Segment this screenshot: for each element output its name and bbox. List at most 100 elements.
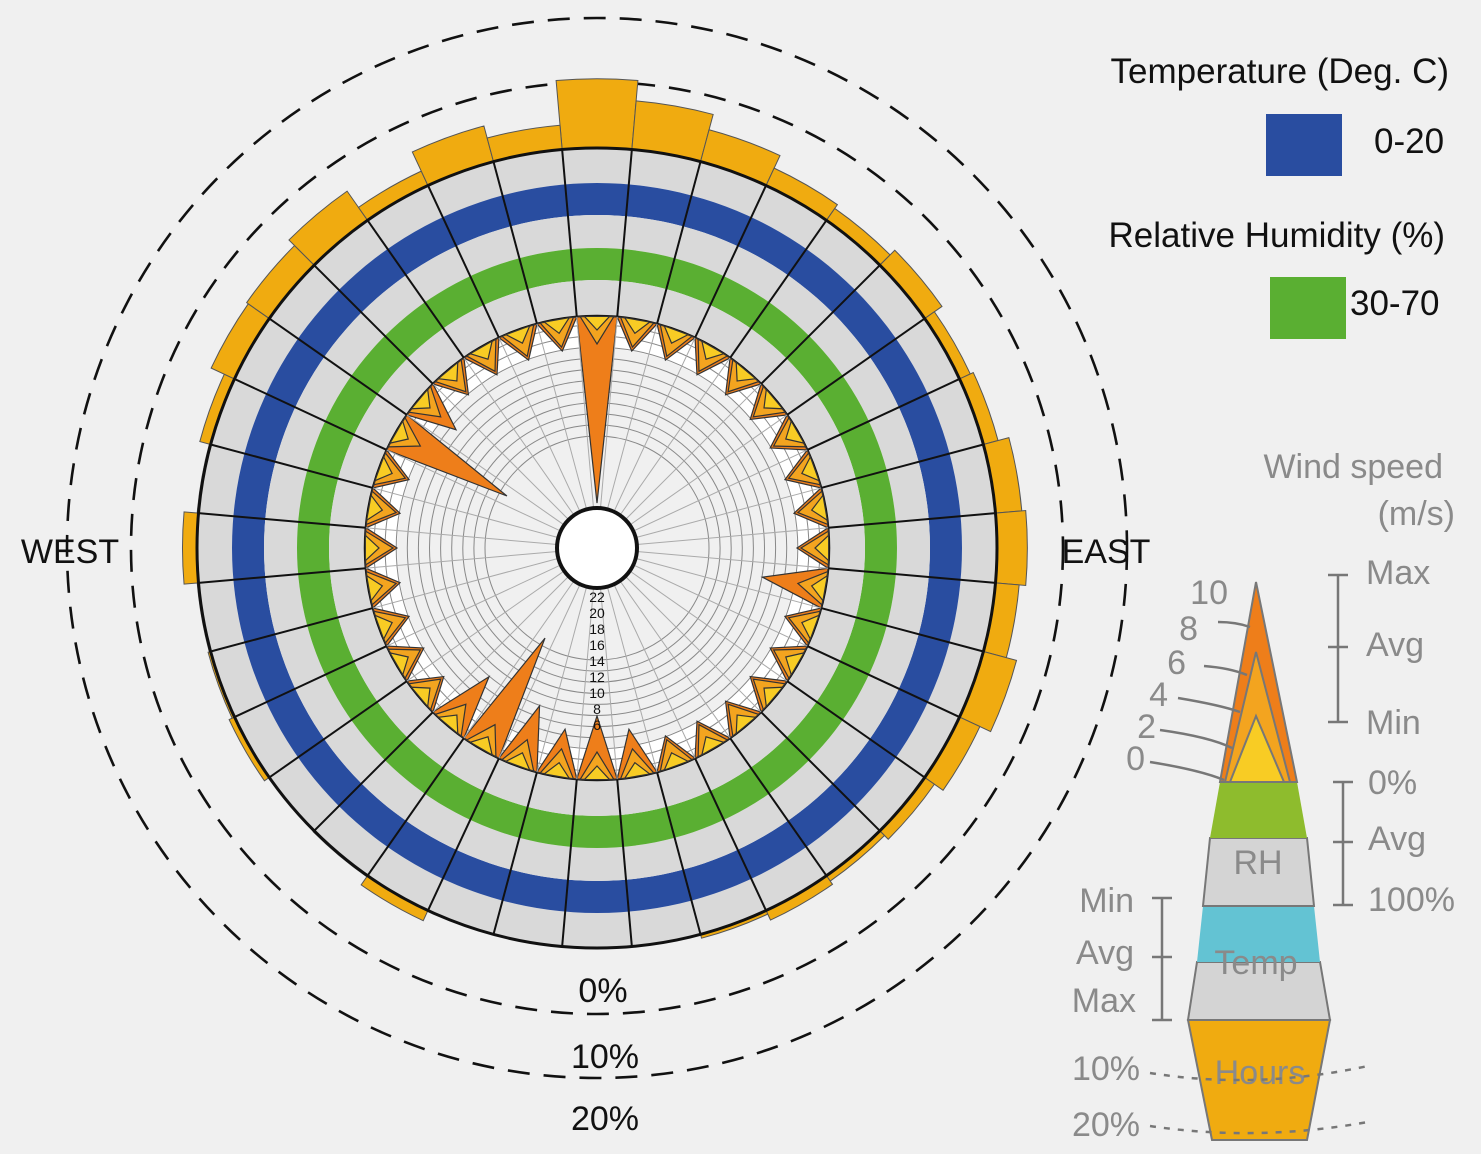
wind-min-15 [700,736,726,757]
wind-rose-key: Wind speed (m/s) 10 8 6 4 2 0 Max Avg Mi… [1072,448,1455,1144]
inner-divider-24 [406,570,565,682]
key-speed-10: 10 [1190,574,1228,612]
inner-divider-16 [613,584,696,759]
divider-15 [729,737,828,877]
divider-18 [616,779,633,947]
key-rh-100-label: 100% [1368,881,1455,919]
inner-divider-9 [636,527,829,546]
divider-32 [313,264,434,385]
divider-14 [760,711,881,832]
divider-5 [760,264,881,385]
divider-25 [234,645,388,718]
key-rh-avg-section [1210,782,1307,838]
wind-min-21 [468,736,494,757]
divider-1 [616,149,633,317]
speed-label-14: 14 [589,653,605,669]
wind-min-14 [735,714,758,735]
divider-26 [210,607,374,653]
inner-divider-5 [624,383,762,521]
inner-divider-21 [498,584,581,759]
wind-min-32 [436,361,459,382]
inner-divider-19 [576,587,595,780]
wind-min-16 [663,752,690,772]
divider-20 [492,771,538,935]
wind-min-4 [735,361,758,382]
wind-min-7 [801,455,821,482]
divider-27 [198,567,366,584]
pct-label-0: 0% [578,972,627,1010]
inner-divider-28 [365,527,558,546]
pct-label-20: 20% [571,1100,639,1138]
key-rh-avg-label: Avg [1368,820,1426,858]
inner-divider-1 [599,316,618,509]
temperature-legend-swatch [1266,114,1342,176]
humidity-legend-range: 30-70 [1350,284,1440,323]
key-speed-0: 0 [1126,740,1145,778]
wind-min-11 [801,614,821,641]
divider-2 [656,161,702,325]
inner-divider-4 [619,357,731,516]
speed-label-8: 8 [593,701,601,717]
wind-min-31 [410,387,431,410]
key-temp-section-label: Temp [1214,944,1297,982]
rose-centre [555,506,639,590]
wind-min-33 [468,339,494,360]
inner-divider-2 [606,323,658,510]
inner-divider-25 [386,564,561,647]
divider-16 [694,757,767,911]
key-rh-0-label: 0% [1368,764,1417,802]
divider-8 [820,443,984,489]
divider-9 [828,512,996,529]
divider-29 [210,443,374,489]
wind-min-13 [763,686,784,709]
wind-min-2 [663,324,690,344]
wind-min-25 [373,614,393,641]
inner-divider-13 [629,570,788,682]
dashed-ring-0 [129,80,1065,1016]
wind-min-35 [542,316,571,335]
key-speed-2: 2 [1137,708,1156,746]
divider-19 [561,779,578,947]
speed-label-16: 16 [589,637,605,653]
inner-divider-29 [372,487,559,539]
key-temp-max-label: Max [1072,982,1136,1020]
wind-min-29 [373,455,393,482]
centre-circle [555,506,639,590]
temperature-legend-range: 0-20 [1374,122,1445,161]
wind-min-27 [364,533,380,563]
divider-28 [198,512,366,529]
wind-min-8 [810,493,829,522]
wind-min-30 [388,419,409,445]
wind-min-19 [542,761,571,780]
wind-min-0 [582,315,612,331]
inner-divider-0 [576,316,595,509]
wind-min-18 [582,765,612,781]
key-temp-avg-label: Avg [1076,934,1134,972]
inner-divider-27 [365,550,558,569]
inner-divider-15 [619,580,731,739]
hours-bars [182,78,1028,939]
speed-label-22: 22 [589,589,605,605]
divider-35 [492,161,538,325]
key-temp-min-label: Min [1079,882,1134,920]
wind-speed-spikes [364,315,830,781]
key-wind-avg-label: Avg [1366,626,1424,664]
key-hours-20-label: 20% [1072,1106,1140,1144]
hours-bar-9 [994,509,1028,587]
key-wind-min-label: Min [1366,704,1421,742]
key-hours-section-label: Hours [1215,1054,1306,1092]
divider-3 [694,185,767,339]
speed-label-20: 20 [589,605,605,621]
divider-6 [786,317,926,416]
sector-dividers [198,149,996,947]
west-label: WEST [21,533,119,571]
divider-30 [234,378,388,451]
wind-min-17 [623,761,652,780]
inner-divider-26 [372,557,559,609]
inner-divider-34 [498,337,581,512]
key-hours-10-label: 10% [1072,1050,1140,1088]
wind-min-12 [785,651,806,677]
speed-label-12: 12 [589,669,605,685]
